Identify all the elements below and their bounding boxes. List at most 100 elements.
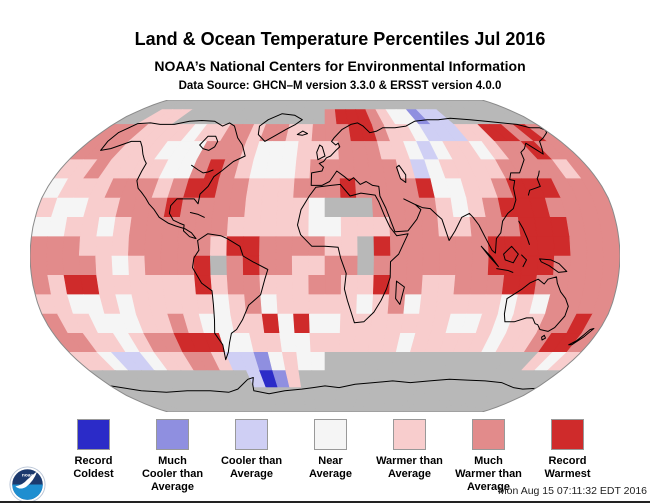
legend-label: Record Coldest <box>73 455 114 480</box>
map-cell <box>314 100 326 110</box>
map-cell <box>389 255 408 276</box>
map-cell <box>372 217 391 237</box>
map-cell <box>601 236 620 257</box>
map-cell <box>79 275 100 295</box>
map-cell <box>128 217 149 237</box>
map-cell <box>161 402 195 412</box>
map-cell <box>195 294 216 315</box>
map-cell <box>293 178 311 199</box>
legend-label: Record Warmest <box>544 455 591 480</box>
map-cell <box>210 275 229 295</box>
map-cell <box>292 294 310 315</box>
map-cell <box>226 255 244 276</box>
map-cell <box>422 236 441 257</box>
map-cell <box>517 217 538 237</box>
map-cell <box>112 275 133 295</box>
map-cell <box>96 275 117 295</box>
map-cell <box>536 236 555 257</box>
map-cell <box>111 255 130 276</box>
map-cell <box>228 294 247 315</box>
map-cell <box>243 217 261 237</box>
map-cell <box>304 402 317 412</box>
map-cell <box>46 236 65 257</box>
map-cell <box>144 236 163 257</box>
map-cell <box>211 294 231 315</box>
legend-label: Near Average <box>308 455 352 480</box>
map-cell <box>487 255 506 276</box>
map-cell <box>179 294 200 315</box>
legend-label: Cooler than Average <box>220 455 283 480</box>
map-cell <box>464 402 499 412</box>
map-cell <box>96 217 117 237</box>
legend-swatch <box>314 419 347 450</box>
map-cell <box>324 370 339 388</box>
map-cell <box>311 370 326 388</box>
map-cell <box>127 255 146 276</box>
legend-swatch <box>393 419 426 450</box>
map-cell <box>232 402 257 412</box>
map-cell <box>291 255 310 276</box>
map-cell <box>242 255 261 276</box>
map-cell <box>314 402 326 412</box>
map-cell <box>455 402 489 412</box>
map-cell <box>210 217 229 237</box>
map-cell <box>128 275 149 295</box>
map-cell <box>226 275 245 295</box>
map-cell <box>294 333 312 353</box>
map-cell <box>245 178 265 199</box>
map-cell <box>356 197 374 218</box>
map-cell <box>112 217 133 237</box>
map-cell <box>485 275 505 295</box>
map-cell <box>177 275 197 295</box>
legend-item: Cooler than Average <box>212 419 291 494</box>
map-cell <box>402 402 428 412</box>
map-cell <box>446 402 478 412</box>
map-cell <box>279 159 297 179</box>
map-cell <box>308 197 326 218</box>
map-cell <box>585 236 604 257</box>
map-cell <box>453 275 473 295</box>
map-cell <box>419 294 439 315</box>
map-cell <box>46 255 65 276</box>
page-title: Land & Ocean Temperature Percentiles Jul… <box>134 29 546 49</box>
map-cell <box>78 236 97 257</box>
map-cell <box>193 255 212 276</box>
map-cell <box>192 402 221 412</box>
map-cell <box>244 294 263 315</box>
legend-label: Warmer than Average <box>376 455 443 480</box>
map-cell <box>434 197 455 218</box>
map-cell <box>421 275 440 295</box>
map-cell <box>263 402 283 412</box>
map-cell <box>275 236 293 257</box>
map-cell <box>324 197 342 218</box>
map-cell <box>504 236 523 257</box>
map-cell <box>279 333 297 353</box>
map-cell <box>308 294 326 315</box>
map-cell <box>62 236 81 257</box>
map-cell <box>276 294 294 315</box>
map-cell <box>202 402 231 412</box>
map-cell <box>261 178 281 199</box>
map-cell <box>324 313 342 334</box>
map-container <box>29 99 621 413</box>
legend-item: Much Cooler than Average <box>133 419 212 494</box>
map-cell <box>308 313 326 334</box>
map-cell <box>252 402 274 412</box>
map-cell <box>209 236 228 257</box>
map-cell <box>389 236 408 257</box>
map-cell <box>228 197 247 218</box>
map-cell <box>324 178 342 199</box>
map-cell <box>293 313 311 334</box>
map-cell <box>376 402 398 412</box>
data-source-line: Data Source: GHCN–M version 3.3.0 & ERSS… <box>178 80 502 92</box>
map-cell <box>434 294 455 315</box>
map-cell <box>387 294 406 315</box>
map-cell <box>324 387 338 403</box>
legend-swatch <box>156 419 189 450</box>
map-cell <box>276 197 294 218</box>
map-cell <box>422 255 441 276</box>
map-cell <box>209 255 228 276</box>
map-cell <box>471 255 490 276</box>
map-cell <box>421 217 440 237</box>
map-cell <box>324 124 339 142</box>
